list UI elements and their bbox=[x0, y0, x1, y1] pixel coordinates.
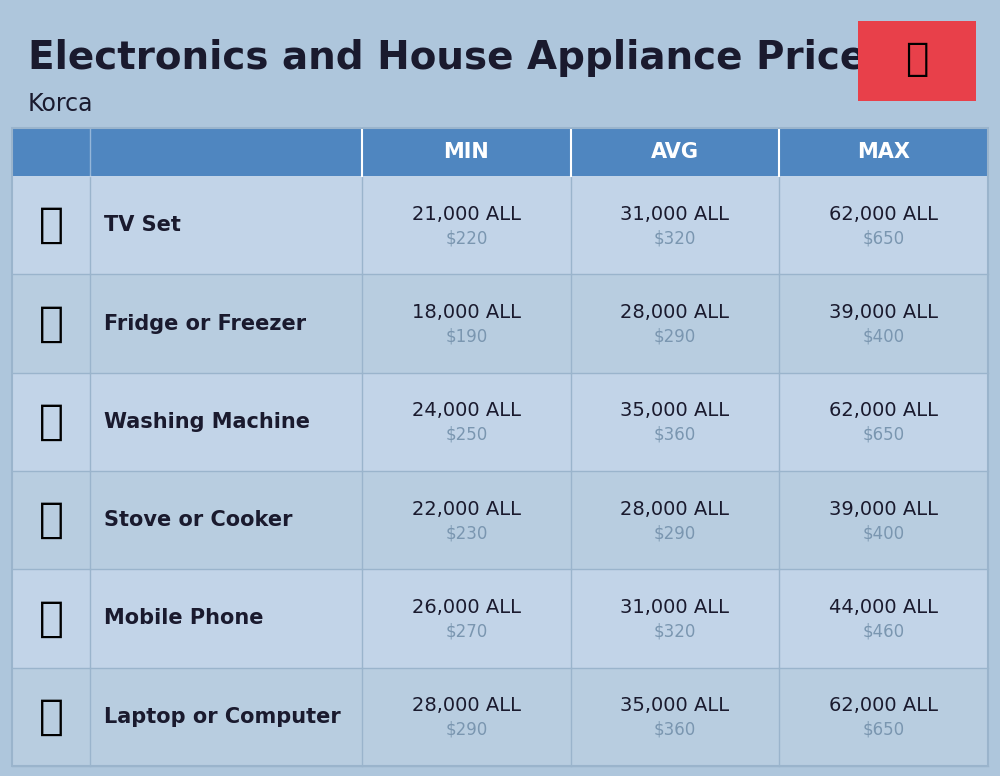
Text: $290: $290 bbox=[654, 524, 696, 542]
Text: 35,000 ALL: 35,000 ALL bbox=[620, 696, 730, 715]
Text: $360: $360 bbox=[654, 721, 696, 739]
Text: TV Set: TV Set bbox=[104, 215, 181, 235]
Text: $650: $650 bbox=[863, 426, 905, 444]
Text: Washing Machine: Washing Machine bbox=[104, 412, 310, 431]
Text: 62,000 ALL: 62,000 ALL bbox=[829, 205, 938, 223]
Text: Laptop or Computer: Laptop or Computer bbox=[104, 707, 341, 727]
Text: 28,000 ALL: 28,000 ALL bbox=[620, 500, 730, 518]
Text: 62,000 ALL: 62,000 ALL bbox=[829, 696, 938, 715]
Text: MIN: MIN bbox=[443, 142, 489, 162]
Text: Electronics and House Appliance Prices: Electronics and House Appliance Prices bbox=[28, 39, 889, 77]
Bar bbox=[858, 21, 976, 101]
Text: Stove or Cooker: Stove or Cooker bbox=[104, 510, 292, 530]
Text: 31,000 ALL: 31,000 ALL bbox=[620, 205, 730, 223]
Text: $290: $290 bbox=[654, 327, 696, 345]
Text: 🔲: 🔲 bbox=[38, 499, 64, 541]
Text: $650: $650 bbox=[863, 229, 905, 248]
Bar bbox=[12, 128, 988, 176]
Text: $220: $220 bbox=[445, 229, 488, 248]
Bar bbox=[12, 667, 988, 766]
Bar bbox=[12, 570, 988, 667]
Text: 39,000 ALL: 39,000 ALL bbox=[829, 500, 938, 518]
Text: $250: $250 bbox=[445, 426, 487, 444]
Text: 18,000 ALL: 18,000 ALL bbox=[412, 303, 521, 322]
Text: 💻: 💻 bbox=[38, 696, 64, 738]
Text: $230: $230 bbox=[445, 524, 488, 542]
Text: 39,000 ALL: 39,000 ALL bbox=[829, 303, 938, 322]
Text: MAX: MAX bbox=[857, 142, 910, 162]
Text: Mobile Phone: Mobile Phone bbox=[104, 608, 264, 629]
Text: $320: $320 bbox=[654, 622, 696, 640]
Text: 24,000 ALL: 24,000 ALL bbox=[412, 401, 521, 421]
Bar bbox=[12, 275, 988, 372]
Text: $460: $460 bbox=[863, 622, 905, 640]
Text: 62,000 ALL: 62,000 ALL bbox=[829, 401, 938, 421]
Text: $650: $650 bbox=[863, 721, 905, 739]
Text: $360: $360 bbox=[654, 426, 696, 444]
Text: 31,000 ALL: 31,000 ALL bbox=[620, 598, 730, 617]
Text: AVG: AVG bbox=[651, 142, 699, 162]
Bar bbox=[12, 128, 988, 766]
Text: $400: $400 bbox=[863, 524, 905, 542]
Text: 44,000 ALL: 44,000 ALL bbox=[829, 598, 938, 617]
Bar bbox=[12, 471, 988, 570]
Text: Korca: Korca bbox=[28, 92, 94, 116]
Text: 21,000 ALL: 21,000 ALL bbox=[412, 205, 521, 223]
Text: 28,000 ALL: 28,000 ALL bbox=[412, 696, 521, 715]
Text: $190: $190 bbox=[445, 327, 487, 345]
Text: 🧊: 🧊 bbox=[38, 303, 64, 345]
Text: Fridge or Freezer: Fridge or Freezer bbox=[104, 314, 306, 334]
Text: 🌀: 🌀 bbox=[38, 401, 64, 443]
Text: $290: $290 bbox=[445, 721, 487, 739]
Text: 26,000 ALL: 26,000 ALL bbox=[412, 598, 521, 617]
Text: 28,000 ALL: 28,000 ALL bbox=[620, 303, 730, 322]
Text: 📱: 📱 bbox=[38, 598, 64, 639]
Text: $320: $320 bbox=[654, 229, 696, 248]
Text: 22,000 ALL: 22,000 ALL bbox=[412, 500, 521, 518]
Text: 🦅: 🦅 bbox=[905, 40, 929, 78]
Text: 35,000 ALL: 35,000 ALL bbox=[620, 401, 730, 421]
Text: 📺: 📺 bbox=[38, 204, 64, 246]
Text: $400: $400 bbox=[863, 327, 905, 345]
Text: $270: $270 bbox=[445, 622, 487, 640]
Bar bbox=[12, 372, 988, 471]
Bar bbox=[12, 176, 988, 275]
